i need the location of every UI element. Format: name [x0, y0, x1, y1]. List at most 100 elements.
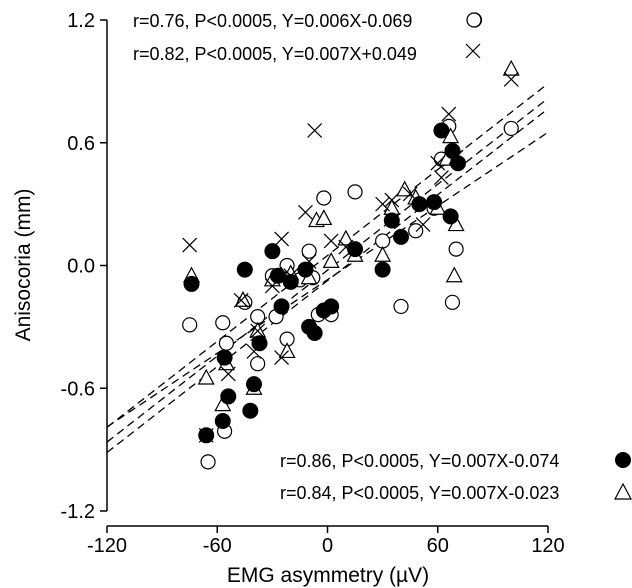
open-triangle-point	[278, 342, 296, 359]
x-tick-label: 60	[427, 535, 449, 557]
y-tick-label: 1.2	[67, 10, 95, 32]
cross-point	[430, 155, 446, 171]
regression-line-cross	[106, 83, 549, 428]
filled-circle-point	[246, 376, 262, 393]
filled-circle-point	[426, 194, 443, 211]
cross-point	[307, 123, 323, 138]
filled-circle-point	[251, 335, 268, 352]
open-triangle-point	[502, 59, 520, 76]
regression-line-open-triangle	[106, 97, 549, 443]
filled-circle-point	[269, 267, 286, 284]
cross-point	[301, 253, 317, 269]
open-circle-point	[408, 223, 424, 239]
cross-point	[198, 427, 214, 443]
x-tick-label: 120	[531, 535, 564, 557]
y-ticks: 1.2 0.6 0.0 -0.6 -1.2	[61, 10, 107, 523]
y-tick-label: 0.6	[67, 133, 95, 155]
cross-point	[402, 186, 418, 202]
cross-point	[441, 106, 457, 122]
x-tick-label: -120	[87, 535, 127, 557]
cross-point	[283, 268, 299, 284]
cross-point	[182, 237, 198, 253]
open-circle-point	[393, 298, 409, 315]
open-circle-point	[448, 241, 464, 257]
legend-label-cross: r=0.82, P<0.0005, Y=0.007X+0.049	[133, 44, 417, 64]
filled-circle-point	[264, 243, 281, 260]
cross-point	[503, 71, 519, 87]
open-circle-point	[215, 315, 231, 331]
legend-label-open-circle: r=0.76, P<0.0005, Y=0.006X-0.069	[133, 11, 412, 31]
regression-lines	[106, 83, 549, 454]
cross-point	[264, 278, 280, 294]
cross-point	[434, 170, 449, 185]
filled-circle-point	[236, 261, 253, 278]
filled-circle-icon	[615, 452, 631, 468]
open-triangle-point	[322, 252, 340, 269]
open-circle-point	[375, 233, 391, 249]
cross-point	[338, 239, 354, 255]
legend-label-filled-circle: r=0.86, P<0.0005, Y=0.007X-0.074	[280, 451, 559, 471]
x-tick-label: -60	[203, 535, 232, 557]
open-triangle-point	[445, 266, 463, 283]
filled-circle-point	[383, 212, 400, 229]
open-circle-point	[347, 184, 363, 200]
y-tick-label: -1.2	[61, 501, 95, 523]
filled-circle-point	[214, 412, 231, 429]
open-circle-point	[182, 317, 198, 333]
cross-point	[220, 366, 236, 382]
cross-point	[250, 323, 266, 339]
filled-circle-point	[442, 208, 459, 225]
filled-circle-point	[242, 402, 259, 419]
cross-point	[274, 231, 289, 247]
regression-line-open-circle	[106, 131, 549, 428]
open-triangle-point	[374, 246, 392, 262]
filled-circle-point	[323, 298, 340, 315]
filled-circle-point	[220, 388, 237, 405]
open-triangle-point	[337, 229, 355, 246]
cross-point	[448, 149, 464, 165]
open-triangle-icon	[614, 482, 632, 500]
cross-point	[246, 344, 262, 359]
regression-line-filled-circle	[106, 108, 549, 454]
cross-point	[415, 217, 431, 233]
open-triangle-point	[197, 368, 215, 385]
open-circle-point	[503, 120, 519, 137]
filled-circle-point	[273, 298, 290, 315]
open-triangle-point	[315, 209, 333, 226]
cross-point	[298, 204, 313, 220]
cross-point	[323, 233, 339, 249]
x-tick-label: 0	[322, 535, 333, 557]
filled-circle-point	[411, 196, 428, 213]
y-tick-label: 0.0	[67, 256, 95, 278]
x-axis-title: EMG asymmetry (µV)	[227, 564, 429, 587]
filled-circle-point	[216, 349, 233, 366]
y-tick-label: -0.6	[61, 378, 95, 400]
filled-circle-point	[282, 273, 299, 290]
filled-circle-point	[433, 122, 450, 139]
legend: r=0.76, P<0.0005, Y=0.006X-0.069 r=0.82,…	[133, 11, 632, 503]
data-points	[182, 12, 520, 470]
open-circle-point	[250, 309, 266, 325]
x-ticks: -120 -60 0 60 120	[87, 526, 565, 557]
filled-circle-point	[183, 275, 200, 292]
open-circle-point	[218, 335, 235, 351]
cross-point	[233, 292, 249, 308]
open-circle-icon	[466, 12, 482, 28]
filled-circle-point	[449, 155, 466, 172]
cross-icon	[465, 43, 481, 59]
open-circle-point	[200, 454, 216, 470]
open-circle-point	[316, 190, 332, 206]
filled-circle-point	[393, 228, 409, 245]
open-circle-point	[250, 356, 266, 372]
y-axis-title: Anisocoria (mm)	[12, 189, 35, 342]
cross-point	[274, 350, 289, 365]
open-circle-point	[444, 294, 461, 310]
cross-point	[375, 196, 391, 212]
legend-label-open-triangle: r=0.84, P<0.0005, Y=0.007X-0.023	[280, 483, 559, 503]
cross-point	[384, 192, 400, 208]
filled-circle-point	[297, 261, 314, 278]
open-circle-point	[301, 243, 317, 259]
filled-circle-point	[374, 261, 391, 278]
